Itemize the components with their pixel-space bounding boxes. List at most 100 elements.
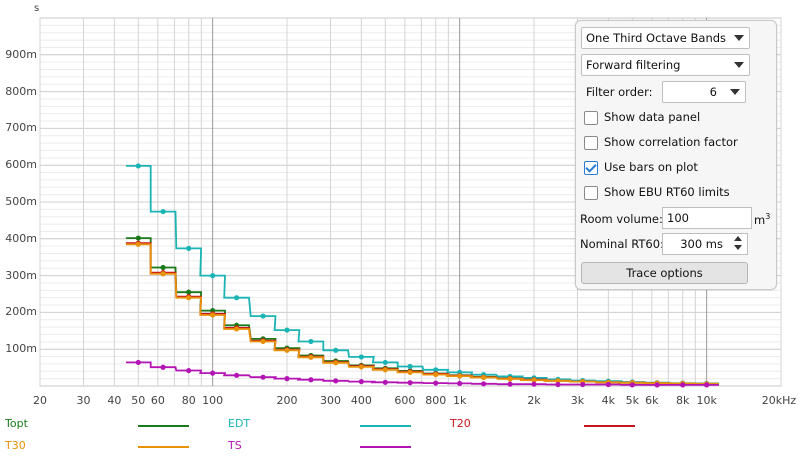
point-edt bbox=[160, 208, 166, 215]
point-t30 bbox=[480, 374, 487, 381]
controls-panel: One Third Octave Bands Forward filtering… bbox=[575, 20, 777, 290]
point-ts bbox=[233, 372, 240, 378]
checkbox-box[interactable] bbox=[584, 186, 598, 200]
point-t30 bbox=[555, 378, 561, 384]
point-ts bbox=[680, 382, 686, 388]
filter-select-value: Forward filtering bbox=[586, 58, 681, 72]
show-data-panel-label: Show data panel bbox=[604, 110, 701, 124]
x-tick-label: 40 bbox=[107, 394, 122, 407]
show-correlation-label: Show correlation factor bbox=[604, 135, 738, 149]
checkbox-box[interactable] bbox=[584, 111, 598, 125]
series-line-t30 bbox=[125, 243, 719, 385]
point-t30 bbox=[433, 371, 439, 378]
point-t30 bbox=[507, 376, 513, 382]
point-ts bbox=[531, 381, 537, 387]
nominal-rt60-label: Nominal RT60: bbox=[580, 237, 664, 251]
x-tick-label: 3k bbox=[570, 394, 585, 407]
point-ts bbox=[210, 370, 216, 376]
point-ts bbox=[358, 378, 364, 385]
band-select-value: One Third Octave Bands bbox=[586, 31, 727, 45]
point-ts bbox=[629, 382, 635, 388]
x-tick-label: 300 bbox=[319, 394, 341, 407]
point-edt bbox=[358, 354, 364, 360]
point-t30 bbox=[284, 347, 290, 353]
filter-select[interactable]: Forward filtering bbox=[581, 54, 750, 76]
room-volume-unit-exp: 3 bbox=[765, 212, 771, 221]
point-t30 bbox=[160, 271, 166, 277]
legend-swatch-ts bbox=[360, 446, 411, 448]
legend-swatch-t20 bbox=[584, 425, 635, 427]
series-line-edt bbox=[125, 165, 719, 385]
x-tick-label: 400 bbox=[350, 394, 372, 407]
checkbox-box[interactable] bbox=[584, 136, 598, 150]
y-tick-label: 500m bbox=[5, 195, 37, 208]
x-tick-label: 100 bbox=[202, 394, 224, 407]
x-tick-label: 1k bbox=[452, 394, 467, 407]
chevron-down-icon bbox=[734, 35, 744, 41]
point-edt bbox=[433, 367, 439, 373]
point-t30 bbox=[333, 360, 339, 366]
legend-label-t30: T30 bbox=[5, 439, 26, 452]
room-volume-input[interactable]: 100 bbox=[662, 207, 752, 229]
checkbox-checked[interactable] bbox=[584, 161, 598, 175]
y-unit-label: s bbox=[34, 3, 40, 14]
point-t30 bbox=[308, 354, 314, 360]
point-ts bbox=[135, 359, 141, 366]
point-t30 bbox=[186, 295, 192, 301]
band-select[interactable]: One Third Octave Bands bbox=[581, 27, 750, 49]
y-tick-label: 700m bbox=[5, 121, 37, 135]
point-ts bbox=[186, 367, 192, 374]
filter-order-select[interactable]: 6 bbox=[662, 81, 746, 103]
point-edt bbox=[407, 363, 413, 370]
y-tick-label: 900m bbox=[5, 47, 37, 61]
point-ts bbox=[433, 380, 439, 386]
room-volume-unit-text: m bbox=[754, 212, 766, 227]
point-edt bbox=[382, 359, 388, 366]
point-ts bbox=[382, 379, 388, 385]
filter-order-label: Filter order: bbox=[586, 85, 653, 99]
point-ts bbox=[605, 381, 611, 388]
y-tick-label: 600m bbox=[5, 158, 37, 172]
spin-down-icon[interactable] bbox=[734, 245, 742, 250]
x-tick-label: 30 bbox=[76, 394, 91, 407]
chevron-down-icon bbox=[734, 62, 744, 68]
point-edt bbox=[186, 245, 192, 251]
point-ts bbox=[308, 377, 314, 383]
point-edt bbox=[135, 163, 141, 169]
point-ts bbox=[284, 376, 290, 382]
x-tick-label: 60 bbox=[150, 394, 165, 407]
y-tick-label: 200m bbox=[5, 305, 37, 319]
point-t30 bbox=[210, 312, 216, 318]
point-ts bbox=[333, 378, 339, 384]
point-topt bbox=[135, 235, 141, 241]
point-edt bbox=[308, 338, 314, 345]
filter-order-value: 6 bbox=[709, 85, 717, 99]
legend-label-ts: TS bbox=[228, 439, 242, 452]
x-tick-label: 10k bbox=[696, 394, 717, 407]
y-tick-label: 100m bbox=[5, 342, 37, 356]
point-ts bbox=[704, 382, 710, 388]
nominal-rt60-spinbox[interactable]: 300 ms bbox=[662, 233, 748, 255]
point-ts bbox=[457, 380, 463, 387]
x-tick-label: 80 bbox=[181, 394, 196, 407]
y-tick-label: 800m bbox=[5, 84, 37, 98]
x-tick-label: 2k bbox=[527, 394, 541, 407]
point-edt bbox=[333, 347, 339, 353]
trace-options-button[interactable]: Trace options bbox=[581, 262, 748, 284]
point-ts bbox=[260, 374, 266, 380]
point-ts bbox=[407, 380, 413, 386]
legend-label-t20: T20 bbox=[450, 417, 471, 430]
point-ts bbox=[555, 381, 561, 388]
x-tick-label: 200 bbox=[276, 394, 298, 407]
point-t30 bbox=[382, 367, 388, 373]
x-tick-label: 4k bbox=[601, 394, 616, 407]
x-tick-label: 20kHz bbox=[761, 394, 797, 407]
point-t30 bbox=[233, 326, 240, 332]
spin-up-icon[interactable] bbox=[734, 236, 742, 241]
x-tick-label: 5k bbox=[625, 394, 639, 407]
point-ts bbox=[160, 364, 166, 370]
legend-label-edt: EDT bbox=[228, 417, 251, 430]
point-t30 bbox=[531, 377, 537, 383]
point-ts bbox=[507, 381, 513, 387]
point-edt bbox=[260, 313, 266, 319]
